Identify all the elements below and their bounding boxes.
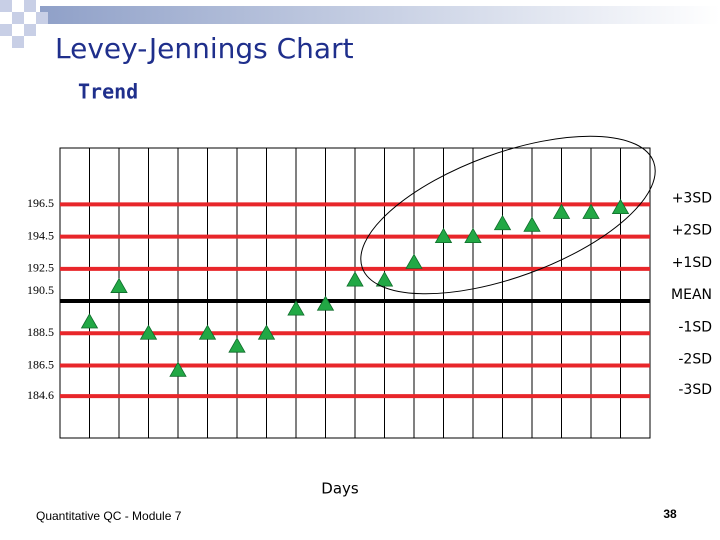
- y-tick-label: 196.5: [27, 196, 54, 210]
- trend-highlight: [360, 135, 656, 295]
- plot: 196.5 +3SD 194.5 +2SD 192.5 +1SD 190.5 MEAN 188.…: [27, 147, 712, 439]
- y-tick-label: 190.5: [27, 283, 54, 297]
- data-point: [257, 324, 276, 340]
- data-point: [582, 203, 600, 219]
- decoration: [0, 0, 720, 48]
- y-tick-label: 186.5: [27, 357, 54, 371]
- limit-label: -2SD: [678, 352, 712, 368]
- data-point: [228, 337, 246, 353]
- y-tick-label: 194.5: [27, 228, 54, 242]
- data-point: [434, 227, 453, 244]
- data-point: [80, 313, 99, 329]
- page-number: 38: [663, 507, 677, 521]
- x-axis-label: Days: [321, 480, 359, 498]
- data-point: [375, 271, 394, 287]
- data-point: [523, 216, 541, 232]
- data-point: [139, 324, 158, 340]
- limit-label: -3SD: [678, 382, 712, 398]
- limit-label: -1SD: [678, 319, 712, 335]
- limit-label: +2SD: [672, 223, 712, 239]
- y-tick-label: 192.5: [27, 261, 54, 275]
- data-point: [110, 277, 128, 293]
- data-point: [198, 324, 217, 340]
- limit-label: MEAN: [671, 287, 712, 303]
- data-point: [169, 361, 187, 377]
- data-point: [316, 295, 335, 311]
- data-point: [493, 214, 512, 231]
- y-tick-label: 184.6: [27, 388, 54, 402]
- limit-label: +3SD: [672, 190, 712, 206]
- data-point: [346, 271, 364, 287]
- limit-label: +1SD: [672, 255, 712, 271]
- data-point: [287, 300, 305, 316]
- footer: Quantitative QC - Module 7: [36, 509, 182, 523]
- data-point: [552, 203, 571, 219]
- data-point: [611, 198, 630, 215]
- slide-title: Levey-Jennings Chart: [55, 32, 354, 65]
- data-point: [464, 227, 482, 244]
- subtitle: Trend: [78, 80, 138, 104]
- data-point: [405, 253, 423, 269]
- y-tick-label: 188.5: [27, 325, 54, 339]
